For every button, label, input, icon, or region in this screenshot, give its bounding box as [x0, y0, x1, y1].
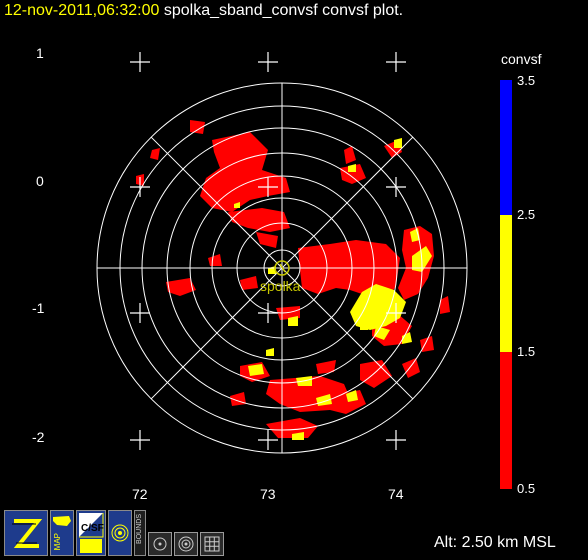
map-button[interactable]: MAP — [50, 510, 74, 556]
grid-icon — [204, 536, 220, 552]
colorbar-title: convsf — [501, 51, 542, 67]
overlay-button-2[interactable] — [174, 532, 198, 556]
map-button-label: MAP — [53, 533, 62, 551]
x-label-72: 72 — [132, 486, 148, 502]
radar-rings-icon — [111, 524, 129, 542]
bounds-button[interactable]: BOUNDS — [134, 510, 146, 556]
colorbar-tick-1-5: 1.5 — [517, 344, 536, 359]
y-label-1: 1 — [36, 45, 44, 61]
grid-button[interactable] — [200, 532, 224, 556]
usa-map-icon — [53, 516, 71, 526]
overlay-button-1[interactable] — [148, 532, 172, 556]
toolbar: MAP C/SF BOUNDS — [4, 510, 224, 556]
plot-title-text: spolka_sband_convsf convsf plot. — [163, 2, 404, 19]
station-label: spolka — [260, 278, 301, 294]
colorbar-tick-0-5: 0.5 — [517, 481, 536, 496]
zebra-logo-button[interactable] — [4, 510, 48, 556]
colorbar — [500, 80, 512, 489]
zebra-z-icon — [7, 513, 45, 553]
y-label-m1: -1 — [32, 300, 45, 316]
station-marker — [274, 260, 290, 276]
csf-button[interactable]: C/SF — [76, 510, 106, 556]
altitude-readout: Alt: 2.50 km MSL — [434, 534, 556, 551]
grid-markers — [130, 52, 406, 450]
target-circle-icon — [153, 537, 167, 551]
y-label-0: 0 — [36, 173, 44, 189]
bullseye-icon — [178, 536, 194, 552]
plot-title: 12-nov-2011,06:32:00 spolka_sband_convsf… — [4, 2, 403, 20]
plot-timestamp: 12-nov-2011,06:32:00 — [4, 2, 160, 19]
csf-button-label: C/SF — [81, 523, 104, 534]
x-label-74: 74 — [388, 486, 404, 502]
y-label-m2: -2 — [32, 429, 45, 445]
x-label-73: 73 — [260, 486, 276, 502]
radar-button[interactable] — [108, 510, 132, 556]
colorbar-tick-2-5: 2.5 — [517, 207, 536, 222]
csf-icon — [79, 513, 104, 553]
colorbar-tick-3-5: 3.5 — [517, 73, 536, 88]
bounds-button-label: BOUNDS — [136, 514, 143, 544]
